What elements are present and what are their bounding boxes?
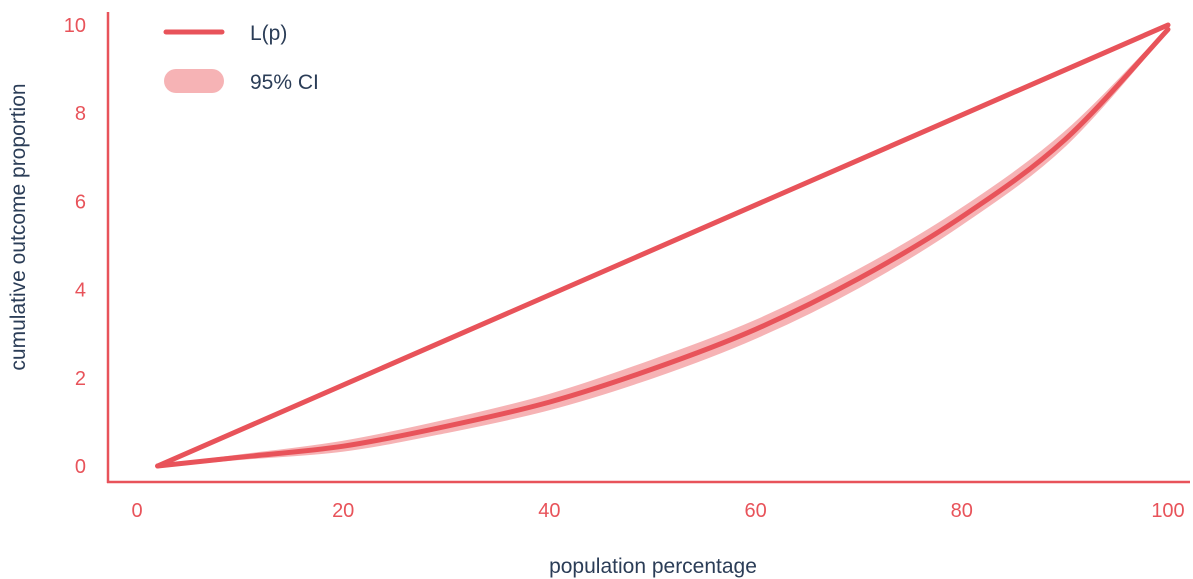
- x-tick-label: 80: [951, 500, 973, 522]
- y-tick-label: 0: [75, 456, 86, 478]
- line-layer: [155, 22, 1171, 469]
- equality-line: [155, 22, 1171, 469]
- y-tick-label: 8: [75, 103, 86, 125]
- legend-label-line: L(p): [250, 22, 287, 45]
- y-tick-label: 10: [64, 15, 86, 37]
- y-tick-label: 2: [75, 368, 86, 390]
- x-tick-label: 100: [1151, 500, 1184, 522]
- x-tick-label: 40: [538, 500, 560, 522]
- x-tick-label: 60: [744, 500, 766, 522]
- y-tick-label: 6: [75, 191, 86, 213]
- axes: [106, 12, 1190, 484]
- x-tick-label: 20: [332, 500, 354, 522]
- y-tick-labels: 0 2 4 6 8 10: [64, 15, 86, 478]
- legend-label-band: 95% CI: [250, 71, 319, 94]
- x-axis-title: population percentage: [549, 555, 757, 578]
- lorenz-curve-line: [155, 26, 1171, 469]
- y-axis-title: cumulative outcome proportion: [7, 83, 30, 370]
- x-tick-labels: 0 20 40 60 80 100: [131, 500, 1184, 522]
- y-tick-label: 4: [75, 280, 86, 302]
- legend: L(p) 95% CI: [163, 22, 319, 94]
- legend-band-swatch: [164, 69, 224, 93]
- x-tick-label: 0: [131, 500, 142, 522]
